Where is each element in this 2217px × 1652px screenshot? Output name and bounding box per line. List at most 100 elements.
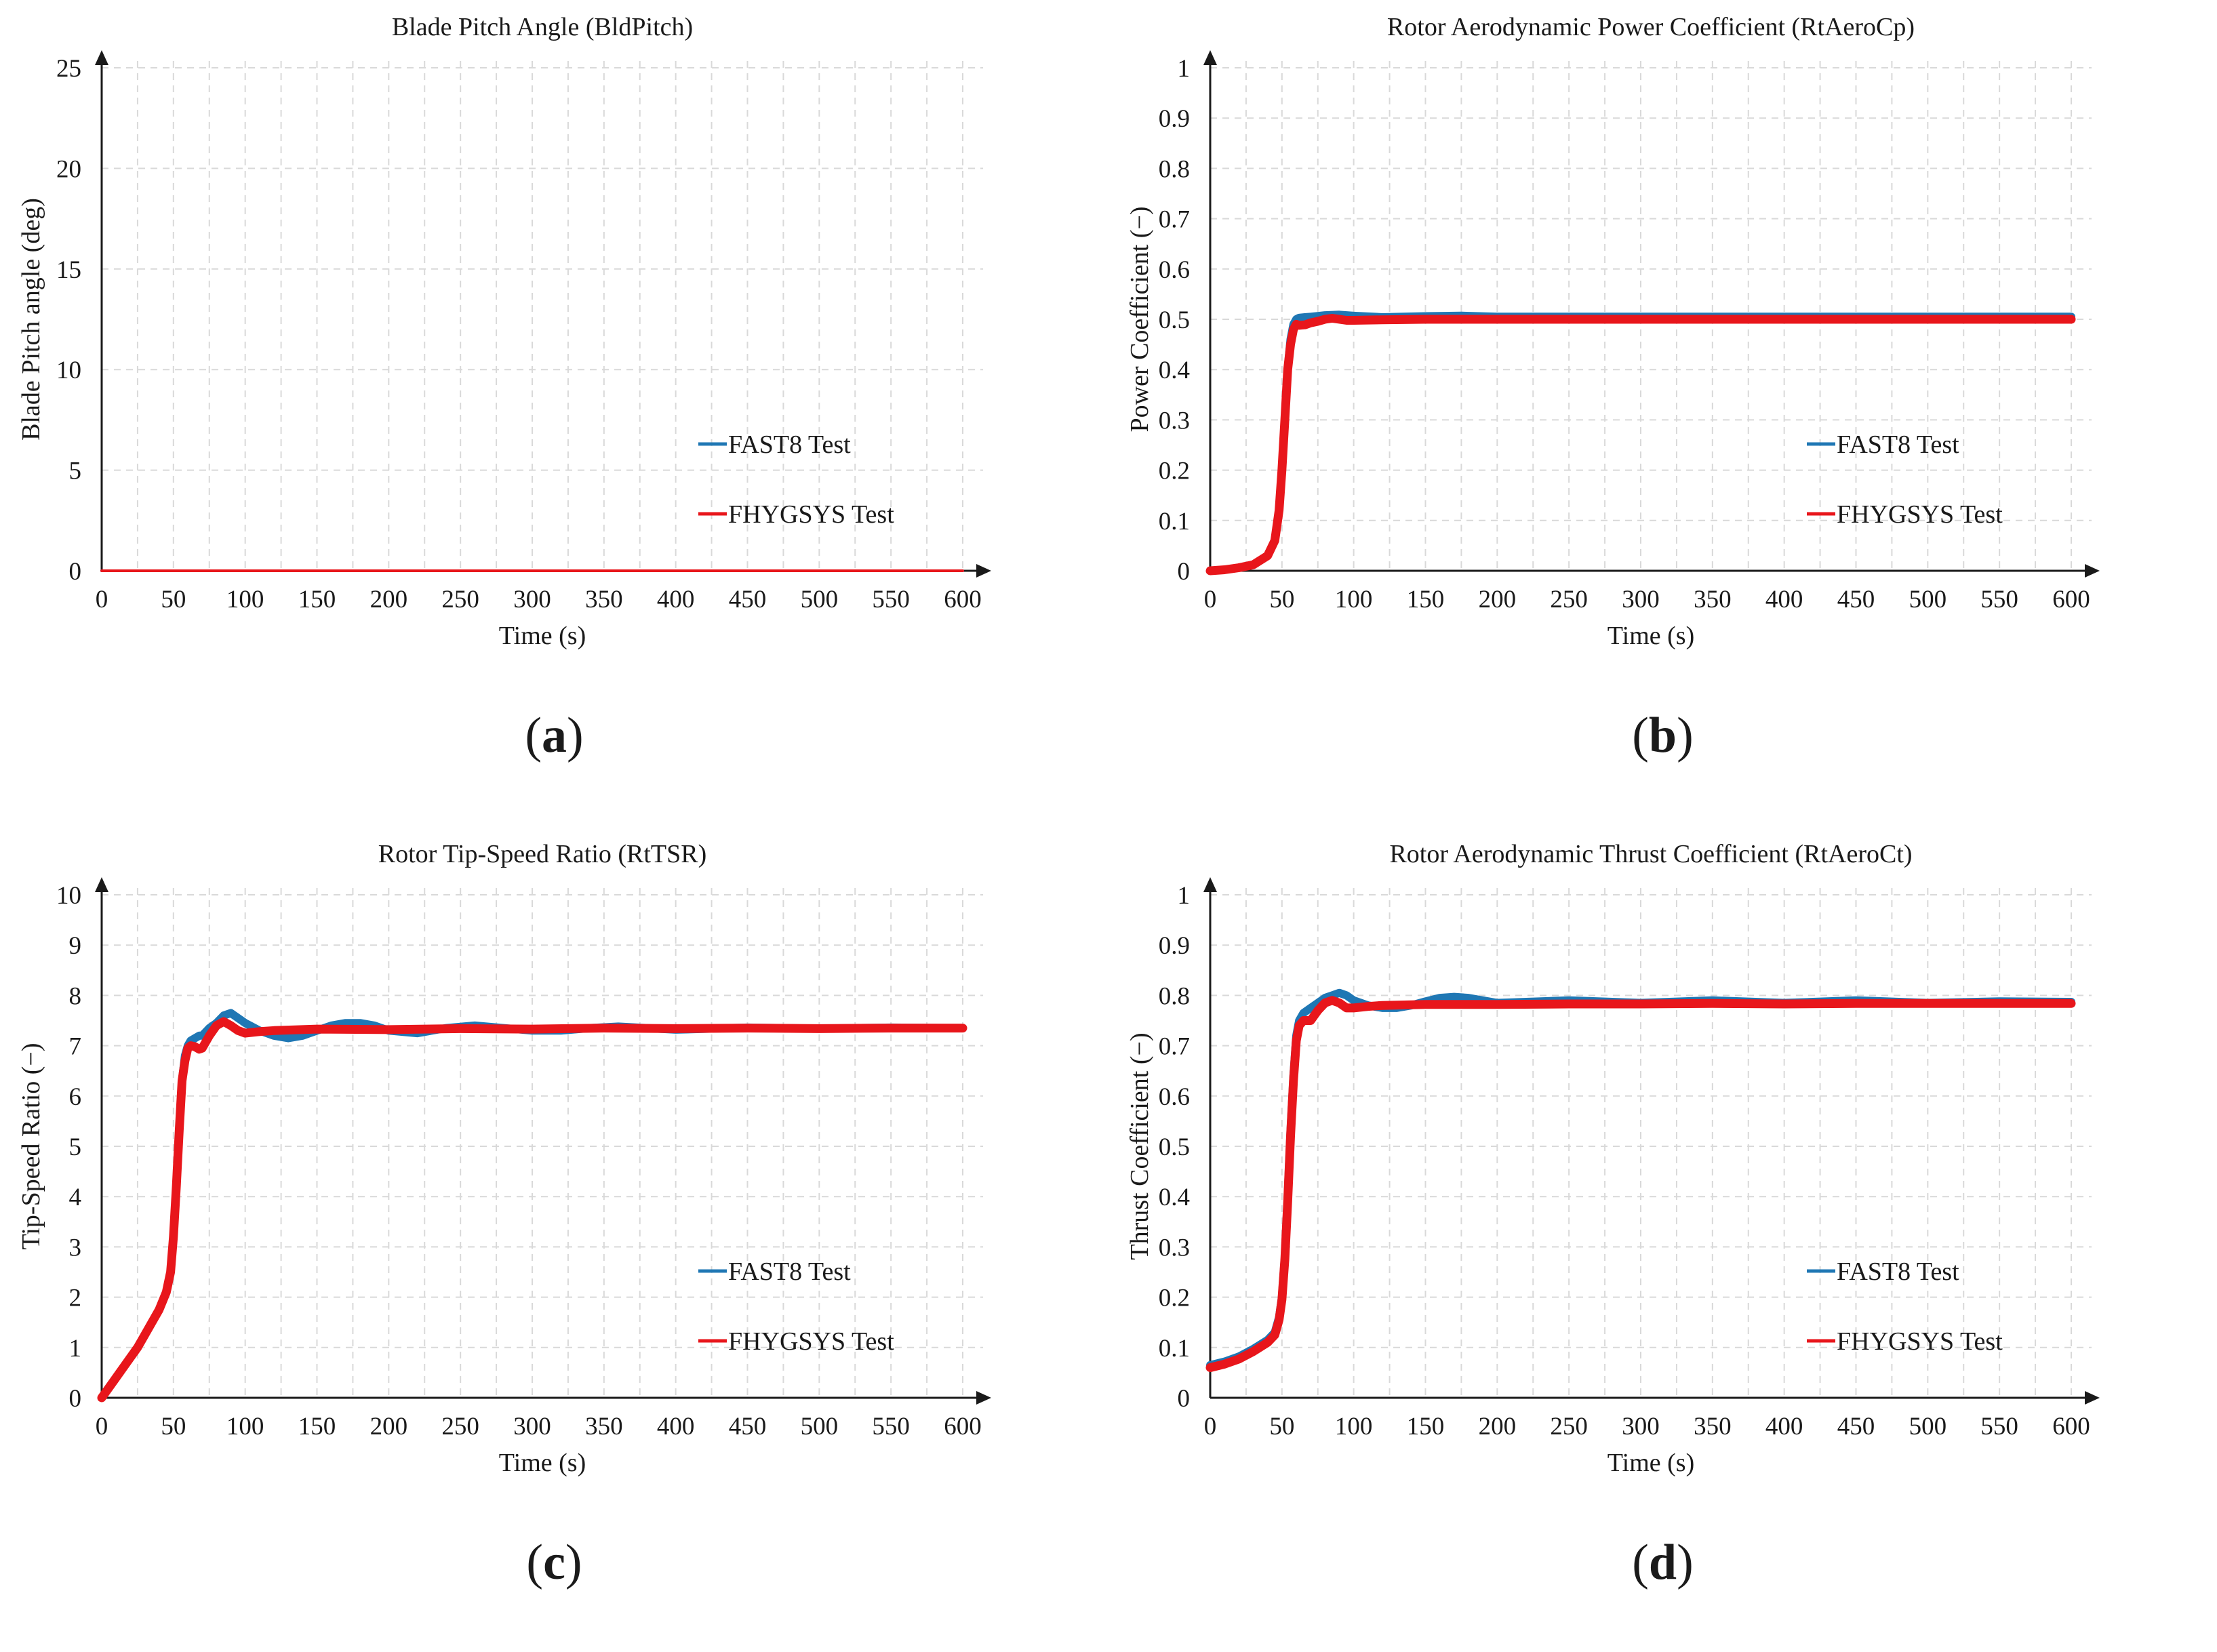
x-tick-label: 150 xyxy=(298,1413,336,1441)
y-tick-label: 6 xyxy=(69,1083,82,1111)
x-tick-label: 600 xyxy=(2052,1413,2090,1441)
x-axis-arrow xyxy=(2085,564,2100,578)
x-tick-label: 0 xyxy=(96,1413,108,1441)
legend-label: FHYGSYS Test xyxy=(1837,1327,2003,1356)
panel-caption: (d) xyxy=(1632,1535,1694,1590)
legend-label: FAST8 Test xyxy=(1837,430,1959,459)
x-tick-label: 500 xyxy=(1909,1413,1947,1441)
x-tick-label: 400 xyxy=(657,586,695,613)
series-line-fhygsys-test xyxy=(1205,314,2076,576)
x-axis-arrow xyxy=(2085,1391,2100,1405)
y-tick-label: 2 xyxy=(69,1285,82,1312)
legend: FAST8 Test FHYGSYS Test xyxy=(1807,1257,2003,1356)
chart-svg: Rotor Tip-Speed Ratio (RtTSR)0 50 100 150 20… xyxy=(17,840,991,1477)
y-axis-arrow xyxy=(1203,50,1217,65)
x-tick-label: 550 xyxy=(872,586,910,613)
x-axis-label: Time (s) xyxy=(499,1449,586,1477)
x-tick-label: 50 xyxy=(1269,1413,1294,1441)
legend: FAST8 Test FHYGSYS Test xyxy=(698,430,894,529)
legend: FAST8 Test FHYGSYS Test xyxy=(1807,430,2003,529)
x-tick-label: 450 xyxy=(1837,586,1875,613)
y-tick-label: 0.5 xyxy=(1159,1133,1190,1161)
grid xyxy=(102,61,983,571)
x-tick-label: 250 xyxy=(1550,586,1588,613)
y-tick-label: 0.9 xyxy=(1159,105,1190,133)
y-axis-arrow xyxy=(95,50,108,65)
y-axis-label: Thrust Coefficient (−) xyxy=(1125,1032,1154,1260)
x-tick-label: 550 xyxy=(872,1413,910,1441)
x-tick-label: 400 xyxy=(657,1413,695,1441)
chart-svg: Blade Pitch Angle (BldPitch)0 50 100 150 200… xyxy=(17,13,991,650)
x-tick-label: 200 xyxy=(1479,1413,1517,1441)
y-tick-label: 8 xyxy=(69,982,82,1010)
panel-d: Rotor Aerodynamic Thrust Coefficient (Rt… xyxy=(1108,827,2217,1652)
x-tick-label: 0 xyxy=(1204,1413,1217,1441)
y-tick-label: 0 xyxy=(1178,1385,1191,1413)
x-tick-label: 350 xyxy=(1694,586,1732,613)
y-tick-label: 0.3 xyxy=(1159,407,1190,435)
x-tick-label: 550 xyxy=(1980,586,2018,613)
y-tick-label: 3 xyxy=(69,1234,82,1262)
x-tick-label: 500 xyxy=(1909,586,1947,613)
y-tick-label: 0 xyxy=(69,1385,82,1413)
x-tick-label: 500 xyxy=(801,1413,839,1441)
y-tick-label: 0.1 xyxy=(1159,1335,1190,1363)
y-tick-label: 1 xyxy=(1178,55,1191,83)
panel-c: Rotor Tip-Speed Ratio (RtTSR) 0 50 100 150 20… xyxy=(0,827,1108,1652)
x-tick-label: 500 xyxy=(801,586,839,613)
x-axis-arrow xyxy=(976,564,991,578)
y-tick-label: 0.2 xyxy=(1159,1285,1190,1312)
y-tick-label: 7 xyxy=(69,1033,82,1061)
x-tick-label: 0 xyxy=(1204,586,1217,613)
y-tick-label: 0.9 xyxy=(1159,932,1190,960)
legend-label: FHYGSYS Test xyxy=(1837,500,2003,529)
y-tick-label: 25 xyxy=(56,55,81,83)
y-tick-label: 0.4 xyxy=(1159,1184,1190,1211)
y-tick-label: 0.7 xyxy=(1159,206,1190,234)
series-line-fhygsys-test xyxy=(97,1017,967,1403)
x-tick-label: 250 xyxy=(441,586,479,613)
x-axis-label: Time (s) xyxy=(1607,622,1694,650)
x-tick-label: 150 xyxy=(1407,1413,1445,1441)
x-tick-label: 300 xyxy=(513,586,551,613)
legend: FAST8 Test FHYGSYS Test xyxy=(698,1257,894,1356)
x-tick-label: 200 xyxy=(370,586,408,613)
y-tick-label: 4 xyxy=(69,1184,82,1211)
y-tick-label: 0 xyxy=(69,558,82,586)
x-tick-label: 450 xyxy=(729,1413,767,1441)
y-tick-label: 0.8 xyxy=(1159,155,1190,183)
series-line-fhygsys-test xyxy=(1205,996,2076,1372)
y-tick-label: 10 xyxy=(56,357,81,384)
x-tick-label: 100 xyxy=(226,586,264,613)
grid xyxy=(102,888,983,1398)
legend-label: FAST8 Test xyxy=(728,1257,851,1286)
chart-title: Rotor Aerodynamic Thrust Coefficient (Rt… xyxy=(1389,840,1912,868)
chart-title: Blade Pitch Angle (BldPitch) xyxy=(392,13,693,41)
legend-label: FHYGSYS Test xyxy=(728,1327,894,1356)
x-tick-label: 250 xyxy=(441,1413,479,1441)
legend-label: FAST8 Test xyxy=(1837,1257,1959,1286)
x-tick-label: 300 xyxy=(1622,586,1660,613)
y-tick-label: 1 xyxy=(1178,882,1191,910)
y-tick-label: 0.1 xyxy=(1159,508,1190,536)
y-axis-arrow xyxy=(1203,877,1217,892)
y-tick-label: 1 xyxy=(69,1335,82,1363)
y-tick-label: 5 xyxy=(69,458,82,485)
y-tick-label: 0.5 xyxy=(1159,306,1190,334)
x-tick-label: 100 xyxy=(1335,1413,1373,1441)
legend-label: FHYGSYS Test xyxy=(728,500,894,529)
y-tick-label: 0 xyxy=(1178,558,1191,586)
y-tick-label: 0.7 xyxy=(1159,1033,1190,1061)
x-tick-label: 150 xyxy=(1407,586,1445,613)
grid xyxy=(1210,888,2092,1398)
x-axis-label: Time (s) xyxy=(1607,1449,1694,1477)
chart-svg: Rotor Aerodynamic Power Coefficient (RtA… xyxy=(1125,13,2100,650)
y-axis-arrow xyxy=(95,877,108,892)
panel-letter: a xyxy=(542,708,567,763)
panel-b: Rotor Aerodynamic Power Coefficient (RtA… xyxy=(1108,0,2217,820)
panel-letter: d xyxy=(1648,1535,1677,1590)
x-tick-label: 50 xyxy=(161,586,186,613)
y-tick-label: 20 xyxy=(56,155,81,183)
x-tick-label: 600 xyxy=(2052,586,2090,613)
y-tick-label: 0.6 xyxy=(1159,1083,1190,1111)
